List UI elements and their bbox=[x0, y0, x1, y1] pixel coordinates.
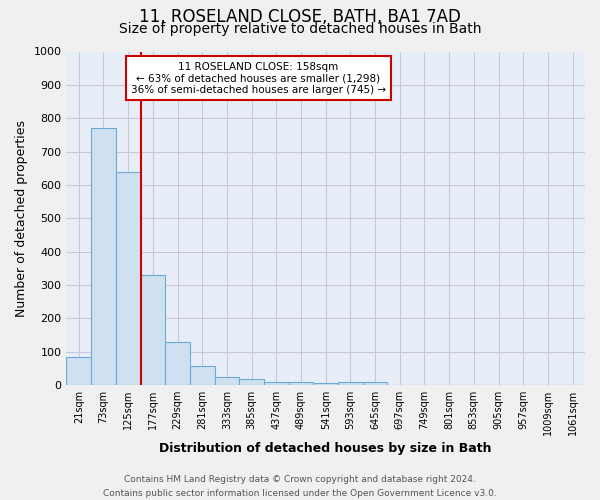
Text: 11 ROSELAND CLOSE: 158sqm
← 63% of detached houses are smaller (1,298)
36% of se: 11 ROSELAND CLOSE: 158sqm ← 63% of detac… bbox=[131, 62, 386, 94]
Bar bbox=[289, 382, 313, 385]
Bar bbox=[165, 342, 190, 385]
Bar bbox=[313, 382, 338, 385]
Text: Contains HM Land Registry data © Crown copyright and database right 2024.
Contai: Contains HM Land Registry data © Crown c… bbox=[103, 476, 497, 498]
Bar bbox=[338, 382, 363, 385]
Bar bbox=[363, 382, 388, 385]
Bar bbox=[116, 172, 140, 385]
Bar bbox=[239, 379, 264, 385]
Y-axis label: Number of detached properties: Number of detached properties bbox=[15, 120, 28, 316]
Bar bbox=[91, 128, 116, 385]
Text: 11, ROSELAND CLOSE, BATH, BA1 7AD: 11, ROSELAND CLOSE, BATH, BA1 7AD bbox=[139, 8, 461, 26]
Bar bbox=[140, 275, 165, 385]
Bar bbox=[67, 356, 91, 385]
Bar bbox=[264, 382, 289, 385]
X-axis label: Distribution of detached houses by size in Bath: Distribution of detached houses by size … bbox=[160, 442, 492, 455]
Bar bbox=[215, 376, 239, 385]
Bar bbox=[190, 366, 215, 385]
Text: Size of property relative to detached houses in Bath: Size of property relative to detached ho… bbox=[119, 22, 481, 36]
